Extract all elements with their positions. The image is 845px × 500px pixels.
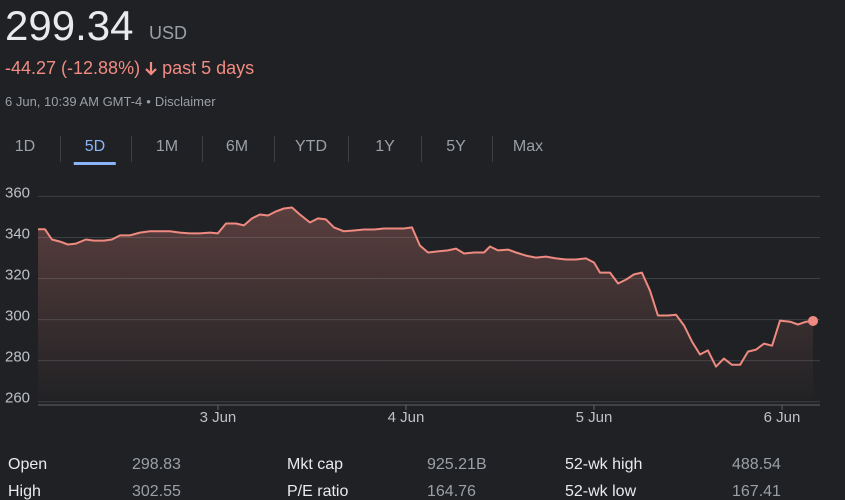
tab-separator (202, 136, 203, 162)
stat-value: 925.21B (427, 456, 487, 473)
x-tick-label: 3 Jun (200, 409, 237, 426)
tab[interactable]: 1M (155, 138, 179, 155)
tab[interactable]: Max (512, 138, 544, 155)
tab-separator (492, 136, 493, 162)
tab[interactable]: 1Y (375, 138, 395, 155)
tab[interactable]: YTD (295, 138, 327, 155)
change-line: -44.27 (-12.88%) past 5 days (5, 58, 254, 79)
y-tick-label: 360 (5, 184, 30, 201)
last-point (808, 315, 819, 326)
tab-separator (274, 136, 275, 162)
stat-label: 52-wk low (565, 483, 637, 500)
x-tick-label: 5 Jun (576, 409, 613, 426)
tab-separator (348, 136, 349, 162)
change: -44.27 (-12.88%) (5, 58, 141, 78)
price-line (38, 206, 814, 368)
tab[interactable]: 5Y (446, 138, 466, 155)
timestamp: 6 Jun, 10:39 AM GMT-4 (5, 94, 143, 109)
tab[interactable]: 1D (14, 138, 36, 155)
timestamp-line: 6 Jun, 10:39 AM GMT-4 • Disclaimer (5, 94, 220, 109)
currency: USD (149, 23, 188, 43)
stat-label: P/E ratio (287, 483, 349, 500)
disclaimer[interactable]: Disclaimer (154, 94, 216, 109)
price: 299.34 (5, 2, 134, 49)
stat-value: 164.76 (427, 483, 476, 500)
tab-separator (131, 136, 132, 162)
period: past 5 days (162, 58, 255, 78)
stat-value: 488.54 (732, 456, 781, 473)
x-tick-label: 4 Jun (388, 409, 425, 426)
stat-label: 52-wk high (565, 456, 643, 473)
y-tick-label: 280 (5, 349, 30, 366)
y-tick-label: 320 (5, 267, 30, 284)
area (38, 207, 814, 405)
y-tick-label: 300 (5, 308, 30, 325)
x-tick-label: 6 Jun (764, 409, 801, 426)
chart: 260 280 300 320 340 360 3 Jun 4 Jun 5 Jun 6 Jun (5, 184, 820, 426)
down-arrow (145, 61, 157, 76)
tab-separator (60, 136, 61, 162)
tab-separator (420, 136, 422, 162)
tab[interactable]: 6M (225, 138, 249, 155)
tab[interactable]: 5D (73, 138, 117, 165)
stat-label: High (8, 483, 41, 500)
stat-label: Mkt cap (287, 456, 344, 473)
y-tick-label: 260 (5, 390, 30, 407)
stat-value: 302.55 (132, 483, 181, 500)
y-tick-label: 340 (5, 225, 30, 242)
stat-label: Open (8, 456, 48, 473)
stat-value: 167.41 (732, 483, 781, 500)
separator: • (146, 94, 151, 109)
stat-value: 298.83 (132, 456, 181, 473)
